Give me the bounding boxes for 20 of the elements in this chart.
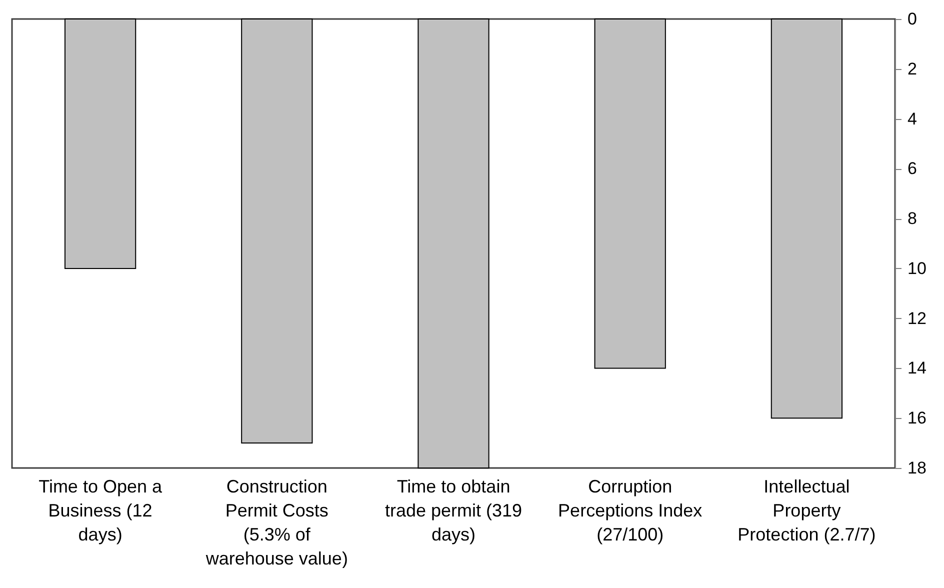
y-tick-label: 12: [908, 308, 926, 328]
y-tick-label: 16: [908, 408, 926, 428]
x-tick-label: Construction Permit Costs (5.3% of warehouse value): [204, 476, 348, 568]
y-tick-label: 4: [908, 109, 917, 128]
y-tick-label: 0: [908, 10, 917, 28]
bar: [594, 18, 666, 369]
x-tick-label: Time to obtain trade permit (319 days): [384, 476, 522, 544]
bar: [241, 18, 313, 444]
bar: [418, 18, 490, 468]
y-tick-label: 18: [908, 458, 926, 478]
x-tick-label: Intellectual Property Protection (2.7/7): [738, 476, 876, 544]
y-tick-label: 14: [908, 358, 926, 378]
y-tick-label: 10: [908, 258, 926, 278]
y-tick-label: 2: [908, 59, 917, 78]
bar: [770, 18, 843, 419]
bar: [64, 18, 136, 269]
y-tick-label: 6: [908, 159, 917, 178]
y-tick-label: 8: [908, 209, 917, 228]
x-tick-label: Corruption Perceptions Index (27/100): [558, 476, 702, 544]
x-tick-label: Time to Open a Business (12 days): [38, 476, 163, 544]
